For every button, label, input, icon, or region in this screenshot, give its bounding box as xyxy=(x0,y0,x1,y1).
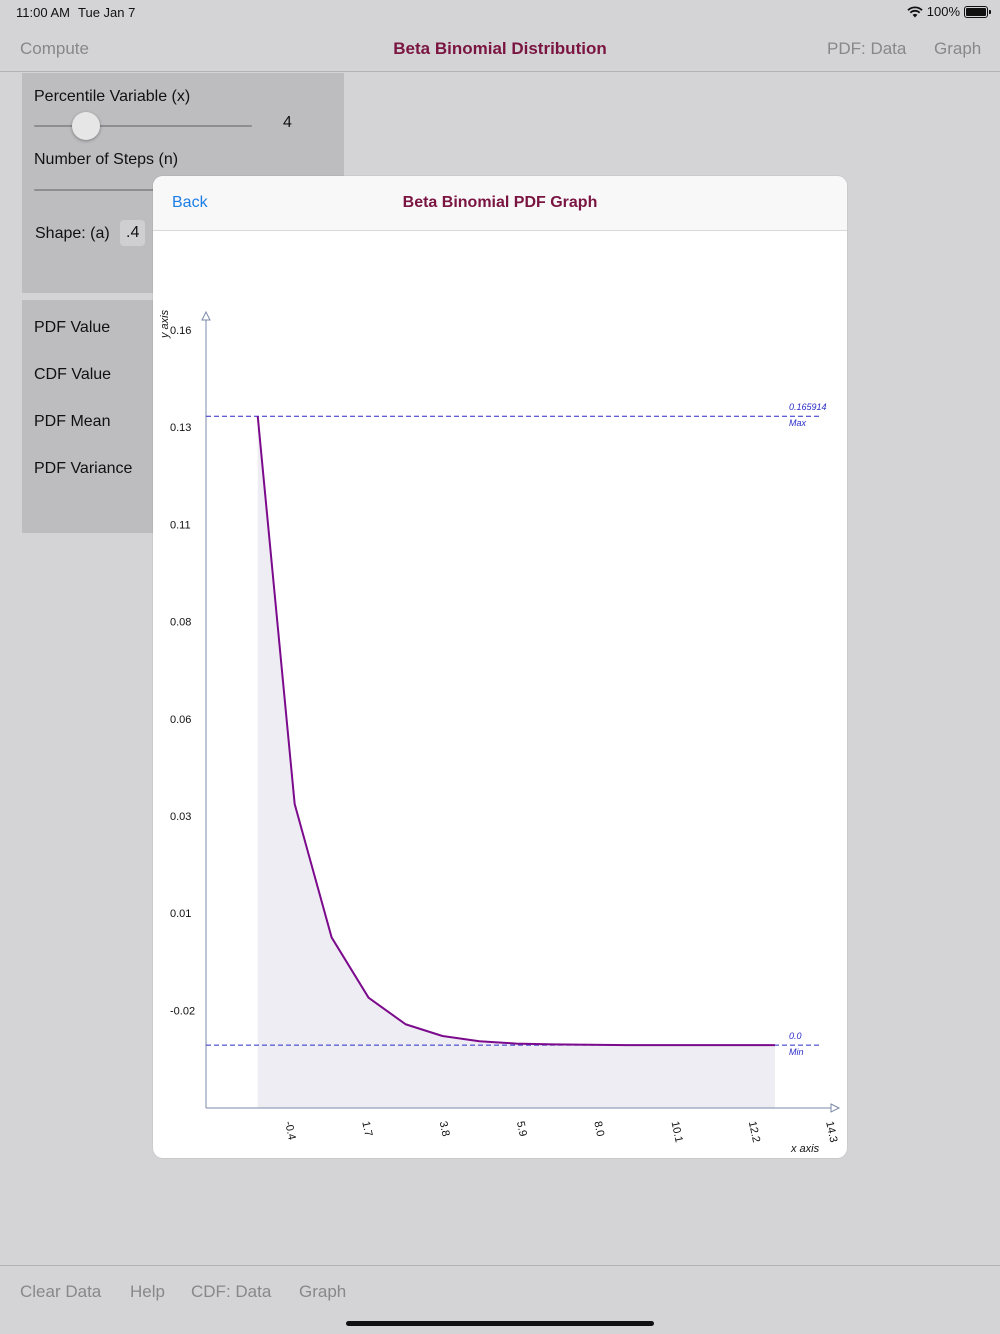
status-bar: 11:00 AM Tue Jan 7 100% xyxy=(0,0,1000,24)
cdf-data-button[interactable]: CDF: Data xyxy=(191,1282,272,1301)
x-tick-label: 5.9 xyxy=(514,1120,529,1137)
status-time: 11:00 AM xyxy=(16,5,70,20)
x-tick-label: 14.3 xyxy=(823,1120,839,1143)
x-tick-label: 12.2 xyxy=(746,1120,762,1143)
percentile-slider-thumb[interactable] xyxy=(72,112,101,140)
y-tick-label: 0.03 xyxy=(170,811,191,823)
modal-title: Beta Binomial PDF Graph xyxy=(402,194,598,211)
wifi-icon xyxy=(907,5,923,17)
percentile-slider[interactable] xyxy=(34,125,252,127)
steps-label: Number of Steps (n) xyxy=(34,151,179,168)
x-tick-label: 1.7 xyxy=(359,1120,374,1137)
area-fill xyxy=(257,416,775,1108)
max-value-label: 0.165914 xyxy=(789,402,827,412)
cdf-value-label: CDF Value xyxy=(34,366,112,383)
x-tick-label: 10.1 xyxy=(669,1120,685,1143)
max-label: Max xyxy=(789,418,807,428)
battery-icon xyxy=(964,5,991,18)
status-date: Tue Jan 7 xyxy=(78,5,136,20)
x-axis-title: x axis xyxy=(790,1143,820,1155)
y-tick-label: 0.01 xyxy=(170,908,191,920)
graph-button[interactable]: Graph xyxy=(934,39,982,58)
x-tick-label: 8.0 xyxy=(591,1120,606,1137)
help-button[interactable]: Help xyxy=(130,1282,165,1301)
x-tick-label: -0.4 xyxy=(282,1120,298,1141)
pdf-series-line xyxy=(256,416,775,1047)
x-tick-label: 3.8 xyxy=(437,1120,452,1137)
y-tick-label: 0.08 xyxy=(170,617,191,629)
home-indicator xyxy=(346,1321,654,1326)
graph-modal: Back Beta Binomial PDF Graph 0.16 0.13 0.1… xyxy=(153,176,847,1158)
modal-header: Back Beta Binomial PDF Graph xyxy=(153,176,847,231)
x-axis-arrow xyxy=(830,1103,841,1113)
y-axis-arrow xyxy=(201,310,211,321)
pdf-value-label: PDF Value xyxy=(34,319,111,336)
toolbar-graph-button[interactable]: Graph xyxy=(299,1282,347,1301)
y-tick-label: 0.06 xyxy=(170,714,191,726)
battery-percent: 100% xyxy=(926,4,960,19)
clear-data-button[interactable]: Clear Data xyxy=(20,1282,102,1301)
y-tick-label: 0.13 xyxy=(170,422,191,434)
percentile-label: Percentile Variable (x) xyxy=(34,88,191,105)
shape-a-label: Shape: (a) xyxy=(35,225,110,242)
page-title: Beta Binomial Distribution xyxy=(393,39,607,58)
y-tick-label: 0.11 xyxy=(170,519,191,531)
status-right: 100% xyxy=(907,4,991,19)
compute-button[interactable]: Compute xyxy=(20,39,89,58)
steps-slider[interactable] xyxy=(34,189,252,191)
shape-a-input[interactable]: .4 xyxy=(120,220,146,246)
pdf-variance-label: PDF Variance xyxy=(34,460,133,477)
back-button[interactable]: Back xyxy=(172,194,208,211)
y-tick-label: -0.02 xyxy=(170,1005,195,1017)
min-value-label: 0.0 xyxy=(789,1031,802,1041)
min-label: Min xyxy=(789,1047,804,1057)
navigation-bar: Compute Beta Binomial Distribution PDF: … xyxy=(0,24,1000,72)
percentile-value: 4 xyxy=(283,114,292,131)
pdf-mean-label: PDF Mean xyxy=(34,413,111,430)
y-axis-title: y axis xyxy=(159,309,171,339)
y-tick-label: 0.16 xyxy=(170,325,191,337)
bottom-toolbar: Clear Data Help CDF: Data Graph xyxy=(0,1265,1000,1334)
pdf-chart: 0.16 0.13 0.11 0.08 0.06 0.03 0.01 -0.02 -0.4 1.7… xyxy=(159,309,841,1155)
pdf-data-button[interactable]: PDF: Data xyxy=(827,39,907,58)
